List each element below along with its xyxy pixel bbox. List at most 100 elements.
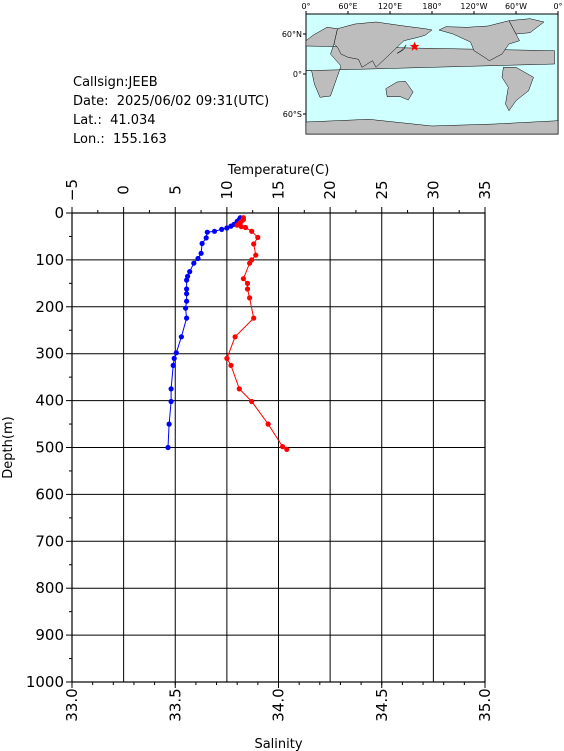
map-graticule (303, 11, 559, 115)
salinity-point (236, 386, 242, 392)
temperature-line (167, 217, 241, 448)
bottom-tick-label: 33.5 (166, 688, 184, 721)
bottom-tick-label: 34.5 (373, 688, 391, 721)
chart-series (165, 215, 290, 452)
top-tick-label: −5 (63, 179, 81, 201)
salinity-point (249, 398, 255, 405)
y-tick-label: 400 (35, 392, 64, 410)
map-lon-label: 0° (301, 2, 310, 11)
chart-grid (71, 212, 486, 683)
land-shape (305, 27, 555, 98)
salinity-point (247, 260, 253, 266)
lat-text: Lat.: 41.034 (73, 113, 156, 128)
salinity-point (242, 224, 249, 231)
land-shape (305, 119, 559, 135)
map-lat-label: 60°S (283, 110, 302, 119)
y-tick-label: 500 (35, 439, 64, 457)
salinity-point (247, 295, 253, 301)
y-tick-label: 900 (35, 626, 64, 644)
temperature-point (184, 277, 190, 283)
top-tick-label: 15 (270, 180, 288, 199)
y-tick-label: 300 (35, 345, 64, 363)
land-shape (508, 18, 545, 35)
bottom-axis-title: Salinity (254, 737, 302, 751)
salinity-point (232, 334, 238, 340)
temperature-point (191, 260, 197, 266)
salinity-point (224, 355, 230, 361)
salinity-line (226, 217, 288, 450)
salinity-point (251, 315, 257, 321)
map-lon-label: 120°W (460, 2, 487, 11)
land-shape (333, 21, 433, 68)
salinity-point (255, 234, 261, 240)
top-tick-label: 25 (373, 180, 391, 199)
temperature-point (195, 255, 201, 262)
y-tick-label: 100 (35, 251, 64, 269)
temperature-point (184, 315, 190, 321)
y-tick-label: 600 (35, 485, 64, 503)
chart-ticks: 0 100 200 300 400 500 600 700 800 900 1000 −5 0 5 10 15… (26, 179, 494, 722)
top-tick-label: 0 (115, 185, 133, 195)
y-tick-label: 800 (35, 579, 64, 597)
callsign-text: Callsign:JEEB (73, 75, 158, 90)
lon-text: Lon.: 155.163 (73, 132, 167, 147)
top-tick-label: 10 (218, 180, 236, 199)
top-tick-label: 30 (424, 180, 442, 199)
salinity-point (240, 276, 246, 282)
map-lat-label: 0° (293, 70, 302, 79)
land-shape (438, 20, 520, 61)
y-tick-label: 200 (35, 298, 64, 316)
salinity-point (238, 224, 244, 230)
salinity-point (234, 222, 240, 228)
temperature-point (219, 226, 225, 232)
station-info: Callsign:JEEB Date: 2025/06/02 09:31(UTC… (73, 73, 269, 149)
temperature-point (178, 334, 184, 340)
salinity-point (249, 228, 255, 234)
salinity-point (253, 252, 259, 258)
bottom-tick-label: 34.0 (270, 688, 288, 721)
map-lon-label: 0° (553, 2, 562, 11)
temperature-point (168, 386, 174, 392)
land-shape (396, 44, 407, 54)
temperature-point (211, 228, 218, 234)
top-tick-label: 35 (476, 180, 494, 199)
salinity-point (244, 280, 251, 286)
top-tick-label: 5 (166, 185, 184, 195)
y-tick-label: 700 (35, 532, 64, 550)
top-tick-label: 20 (321, 180, 339, 199)
map-lon-label: 60°W (505, 2, 527, 11)
temperature-point (173, 350, 179, 356)
salinity-point (280, 444, 286, 450)
salinity-point (244, 286, 251, 292)
temperature-point (184, 291, 190, 297)
salinity-point (284, 446, 290, 452)
temperature-point (183, 305, 189, 311)
map-lat-label: 60°N (282, 30, 302, 39)
y-axis-title: Depth(m) (1, 416, 16, 478)
temperature-point (184, 298, 190, 304)
top-axis-title: Temperature(C) (227, 163, 330, 178)
temperature-point (228, 223, 234, 229)
temperature-point (199, 240, 205, 247)
salinity-point (265, 421, 271, 427)
temperature-point (203, 235, 209, 241)
temperature-point (170, 362, 176, 368)
y-tick-label: 0 (54, 204, 64, 222)
temperature-point (184, 286, 190, 292)
y-tick-label: 1000 (26, 673, 64, 691)
map-land (305, 18, 559, 135)
salinity-point (228, 362, 234, 368)
temperature-point (198, 250, 204, 256)
map-lon-label: 120°E (378, 2, 402, 11)
map-lon-label: 60°E (338, 2, 357, 11)
temperature-point (166, 421, 172, 427)
date-text: Date: 2025/06/02 09:31(UTC) (73, 94, 270, 109)
map-labels: 0° 60°E 120°E 180° 120°W 60°W 0° 60°N 0° 60°S (282, 2, 563, 119)
land-shape (501, 67, 534, 112)
bottom-tick-label: 35.0 (476, 688, 494, 721)
temperature-point (165, 444, 171, 451)
location-map: 0° 60°E 120°E 180° 120°W 60°W 0° 60°N 0° 60°S (282, 2, 563, 135)
temperature-point (224, 225, 230, 231)
station-marker-icon (409, 41, 420, 51)
